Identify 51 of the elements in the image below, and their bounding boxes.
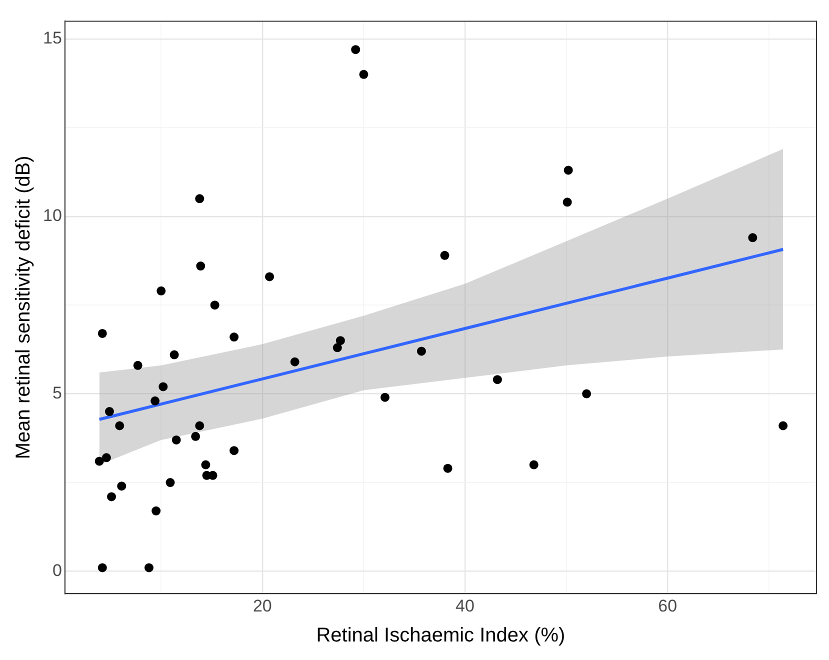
point — [144, 563, 154, 572]
point — [582, 389, 592, 398]
point — [359, 70, 368, 79]
point — [230, 332, 239, 342]
point — [210, 300, 220, 310]
point — [191, 432, 200, 441]
point — [152, 506, 161, 516]
point — [158, 382, 168, 392]
x-tick-label: 20 — [252, 596, 272, 616]
x-axis-title: Retinal Ischaemic Index (%) — [316, 624, 566, 647]
point — [440, 250, 450, 260]
point — [529, 460, 538, 470]
y-tick-label: 10 — [42, 206, 62, 226]
point — [172, 435, 181, 444]
point — [102, 453, 111, 462]
point — [492, 375, 502, 384]
point — [443, 464, 452, 473]
point — [265, 272, 274, 282]
point — [98, 328, 107, 338]
point — [133, 360, 142, 370]
point — [104, 407, 114, 416]
point — [94, 456, 104, 466]
point — [332, 343, 342, 352]
point — [196, 262, 206, 271]
point — [336, 336, 345, 346]
point — [98, 563, 107, 572]
point — [195, 421, 204, 430]
point — [416, 346, 426, 356]
point — [115, 421, 124, 430]
point — [562, 198, 572, 207]
x-tick-label: 40 — [456, 596, 474, 616]
point — [380, 392, 390, 402]
point — [107, 492, 116, 502]
point — [166, 478, 175, 488]
point — [150, 396, 160, 406]
point — [156, 286, 166, 296]
point — [230, 446, 239, 456]
point — [117, 482, 126, 491]
point — [195, 194, 204, 204]
y-tick-label: 5 — [52, 384, 62, 402]
point — [564, 166, 573, 175]
point — [351, 45, 360, 54]
y-tick-label: 15 — [42, 28, 62, 48]
y-tick-label: 0 — [52, 560, 62, 580]
point — [748, 233, 758, 242]
point — [778, 421, 788, 430]
point — [201, 460, 210, 470]
x-tick-label: 60 — [658, 596, 678, 616]
point — [170, 350, 179, 360]
point — [290, 357, 300, 366]
y-axis-title: Mean retinal sensitivity deficit (dB) — [12, 156, 35, 460]
